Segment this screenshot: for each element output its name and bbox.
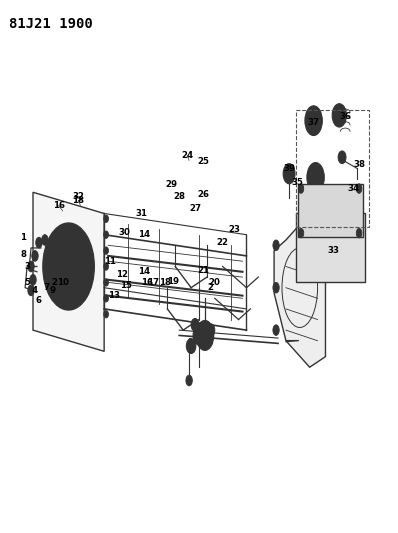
Text: 31: 31 xyxy=(136,209,148,218)
Ellipse shape xyxy=(104,279,109,286)
Ellipse shape xyxy=(48,240,54,251)
Ellipse shape xyxy=(28,261,34,272)
Text: 7: 7 xyxy=(44,283,50,292)
Ellipse shape xyxy=(104,263,109,270)
Text: 14: 14 xyxy=(138,268,150,276)
Ellipse shape xyxy=(186,375,192,386)
Text: 37: 37 xyxy=(308,118,320,127)
Ellipse shape xyxy=(186,338,196,353)
Text: 12: 12 xyxy=(116,270,128,279)
Ellipse shape xyxy=(356,184,362,193)
Text: 24: 24 xyxy=(181,151,193,160)
Text: 3: 3 xyxy=(24,262,30,271)
Text: 6: 6 xyxy=(36,296,42,305)
Text: 19: 19 xyxy=(167,277,179,286)
Text: 2: 2 xyxy=(208,283,214,292)
Ellipse shape xyxy=(30,274,36,285)
Ellipse shape xyxy=(104,215,109,222)
Ellipse shape xyxy=(207,324,215,336)
Ellipse shape xyxy=(42,235,48,245)
Text: 25: 25 xyxy=(197,157,209,166)
Ellipse shape xyxy=(273,240,279,251)
Ellipse shape xyxy=(191,318,199,331)
Text: 9: 9 xyxy=(50,286,56,295)
Text: 30: 30 xyxy=(118,228,130,237)
Polygon shape xyxy=(33,192,104,351)
Ellipse shape xyxy=(28,285,34,296)
Ellipse shape xyxy=(104,247,109,254)
Ellipse shape xyxy=(298,184,304,193)
Text: 17: 17 xyxy=(148,278,160,287)
Text: 39: 39 xyxy=(284,164,296,173)
Ellipse shape xyxy=(43,223,94,310)
Ellipse shape xyxy=(332,104,346,127)
Text: 21: 21 xyxy=(197,266,209,275)
Ellipse shape xyxy=(36,237,42,248)
Ellipse shape xyxy=(307,163,324,192)
Text: 26: 26 xyxy=(197,190,209,199)
Text: 11: 11 xyxy=(104,257,116,265)
Text: 16: 16 xyxy=(141,278,153,287)
Bar xyxy=(296,110,369,227)
Ellipse shape xyxy=(104,311,109,318)
Text: 16: 16 xyxy=(53,201,65,210)
Text: 13: 13 xyxy=(108,291,120,300)
Text: 18: 18 xyxy=(160,278,172,287)
Ellipse shape xyxy=(104,231,109,238)
Text: 18: 18 xyxy=(72,196,84,205)
Ellipse shape xyxy=(273,282,279,293)
Text: 5: 5 xyxy=(24,278,30,287)
Text: 14: 14 xyxy=(138,230,150,239)
Text: 38: 38 xyxy=(353,160,365,169)
Text: 8: 8 xyxy=(20,251,26,260)
Text: 1: 1 xyxy=(20,233,26,242)
Ellipse shape xyxy=(104,295,109,302)
Ellipse shape xyxy=(54,245,60,256)
Text: 81J21 1900: 81J21 1900 xyxy=(9,17,93,31)
Bar xyxy=(296,214,365,282)
Text: 28: 28 xyxy=(173,192,185,201)
Text: 36: 36 xyxy=(339,112,351,122)
Text: 20: 20 xyxy=(209,278,221,287)
Ellipse shape xyxy=(298,228,304,238)
Text: 34: 34 xyxy=(347,183,359,192)
Ellipse shape xyxy=(338,151,346,164)
Ellipse shape xyxy=(273,325,279,335)
Text: 22: 22 xyxy=(217,238,229,247)
Ellipse shape xyxy=(196,320,214,350)
Text: 4: 4 xyxy=(32,286,38,295)
Text: 23: 23 xyxy=(228,225,240,234)
Ellipse shape xyxy=(193,326,205,345)
Ellipse shape xyxy=(283,164,295,184)
Ellipse shape xyxy=(32,251,38,261)
Ellipse shape xyxy=(305,106,322,135)
Text: 27: 27 xyxy=(189,204,201,213)
Text: 33: 33 xyxy=(328,246,339,255)
Polygon shape xyxy=(274,214,326,367)
Bar xyxy=(298,184,363,237)
Ellipse shape xyxy=(356,228,362,238)
Text: 2: 2 xyxy=(52,278,58,287)
Text: 32: 32 xyxy=(72,192,84,201)
Text: 15: 15 xyxy=(120,280,132,289)
Text: 10: 10 xyxy=(57,278,68,287)
Text: 29: 29 xyxy=(165,180,178,189)
Text: 35: 35 xyxy=(292,178,304,187)
